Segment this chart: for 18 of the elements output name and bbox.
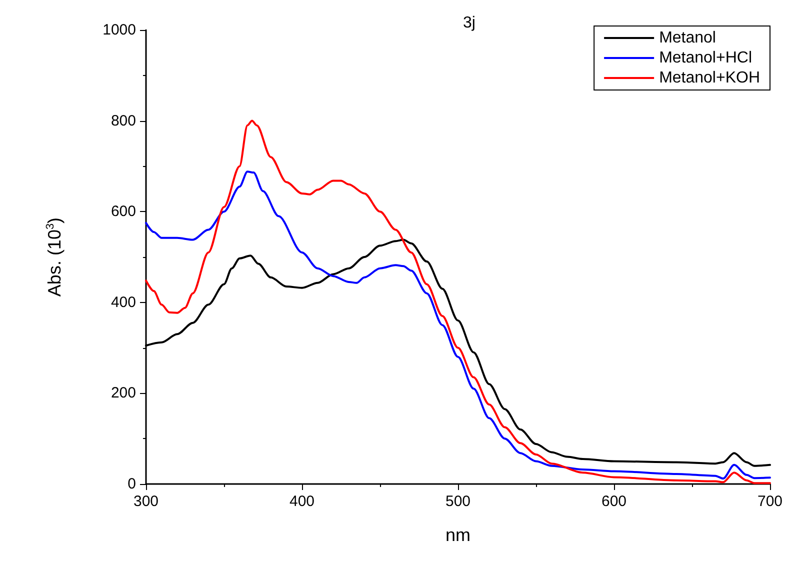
x-axis-title: nm (445, 525, 471, 545)
x-tick-label: 700 (757, 493, 783, 510)
legend-label: Metanol+KOH (659, 70, 760, 86)
chart-title: 3j (463, 14, 476, 32)
y-tick-label: 1000 (102, 22, 136, 38)
y-tick-label: 400 (110, 294, 136, 311)
x-tick-label: 500 (445, 493, 471, 510)
x-tick-label: 600 (601, 493, 627, 510)
x-tick-label: 300 (133, 493, 159, 510)
x-tick-label: 400 (289, 493, 315, 510)
y-axis-title: Abs. (103) (44, 217, 64, 297)
line-series (145, 170, 771, 480)
legend-label: Metanol (659, 30, 716, 46)
y-tick-label: 200 (110, 384, 136, 402)
y-tick-label: 600 (110, 203, 136, 220)
legend-label: Metanol+HCl (659, 50, 752, 66)
y-tick-label: 800 (110, 112, 136, 130)
y-tick-label: 0 (128, 476, 136, 492)
